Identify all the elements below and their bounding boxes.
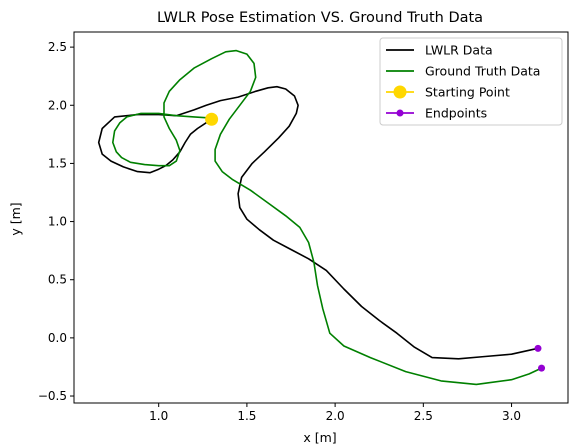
- y-tick-label: 1.5: [48, 156, 67, 170]
- legend-swatch-marker: [396, 109, 404, 117]
- legend-entry: Ground Truth Data: [386, 64, 540, 79]
- y-tick-label: −0.5: [38, 389, 67, 403]
- plot-area: [73, 31, 569, 404]
- y-tick-label: 1.0: [48, 215, 67, 229]
- legend-label: LWLR Data: [425, 43, 493, 58]
- x-tick-label: 3.0: [502, 409, 521, 423]
- y-axis-ticks: −0.5 0.0 0.5 1.0 1.5 2.0 2.5: [38, 40, 74, 403]
- legend-box: [379, 37, 563, 126]
- marker-layer: [205, 112, 546, 372]
- x-axis-label: x [m]: [303, 430, 336, 445]
- endpoint-marker: [538, 364, 546, 372]
- legend-entry: Endpoints: [386, 106, 487, 121]
- endpoint-marker: [534, 344, 542, 352]
- legend-label: Ground Truth Data: [425, 64, 540, 79]
- series-line-lwlr-data: [97, 85, 539, 360]
- y-tick-label: 2.5: [48, 40, 67, 54]
- x-tick-label: 2.5: [414, 409, 433, 423]
- x-tick-label: 1.0: [149, 409, 168, 423]
- plot-frame: [73, 31, 569, 404]
- y-tick-label: 2.0: [48, 98, 67, 112]
- series-line-ground-truth-data: [112, 49, 543, 386]
- series-layer: [97, 49, 543, 386]
- y-axis-label: y [m]: [8, 202, 23, 235]
- x-axis-ticks: 1.0 1.5 2.0 2.5 3.0: [149, 403, 521, 423]
- legend-label: Endpoints: [425, 106, 487, 121]
- legend-entry: LWLR Data: [386, 43, 493, 58]
- x-tick-label: 2.0: [326, 409, 345, 423]
- x-tick-label: 1.5: [237, 409, 256, 423]
- legend-label: Starting Point: [425, 85, 510, 100]
- legend: LWLR Data Ground Truth Data Starting Point…: [379, 37, 563, 126]
- chart-title: LWLR Pose Estimation VS. Ground Truth Da…: [157, 10, 483, 26]
- y-tick-label: 0.0: [48, 331, 67, 345]
- starting-point-marker: [205, 112, 219, 126]
- legend-swatch-marker: [393, 85, 407, 99]
- legend-entry: Starting Point: [386, 85, 510, 100]
- legend-entries: LWLR Data Ground Truth Data Starting Point…: [386, 43, 540, 121]
- y-tick-label: 0.5: [48, 273, 67, 287]
